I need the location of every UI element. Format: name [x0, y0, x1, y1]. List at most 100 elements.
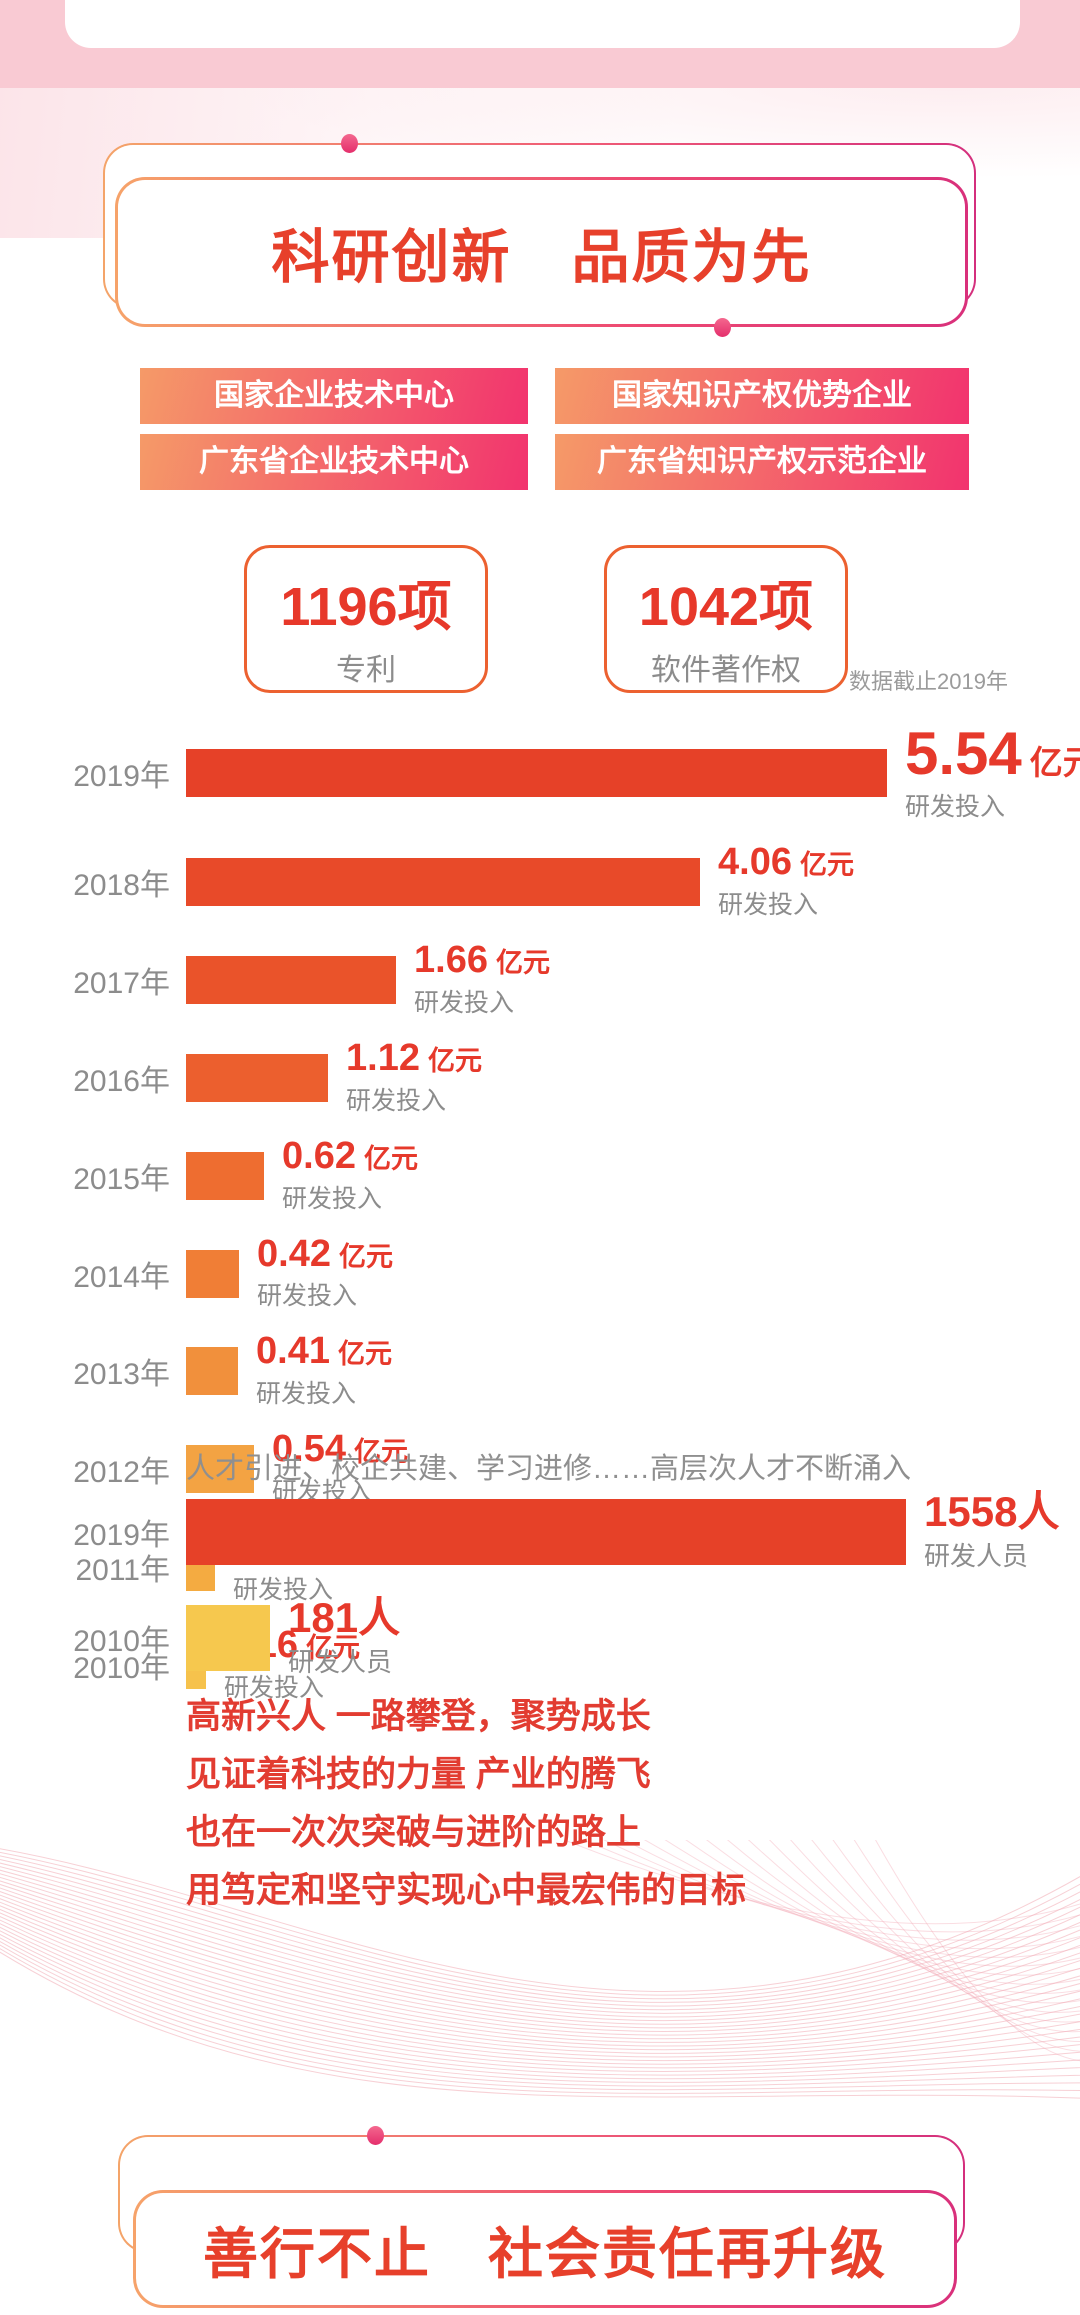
chart-row: 2010年 181人研发人员	[60, 1596, 1059, 1679]
slogan-line-4: 用笃定和坚守实现心中最宏伟的目标	[186, 1871, 747, 1910]
year-label: 2011年	[75, 1554, 170, 1588]
decor-dot-top	[341, 134, 358, 153]
wave-lines-decoration	[0, 1840, 1080, 2099]
slogan-line-2: 见证着科技的力量 产业的腾飞	[186, 1755, 651, 1794]
chart-row: 2014年 0.42 亿元研发投入	[60, 1232, 1080, 1313]
value-block: 4.06 亿元研发投入	[718, 841, 854, 921]
bar	[186, 955, 396, 1004]
bar	[186, 1347, 238, 1396]
year-label: 2010年	[73, 1652, 170, 1686]
bar-value: 181人	[288, 1594, 401, 1642]
value-caption: 研发投入	[224, 1674, 325, 1703]
year-label: 2019年	[73, 759, 170, 793]
bar-value: 0.62 亿元	[282, 1134, 418, 1177]
value-caption: 研发投入	[257, 1282, 358, 1311]
value-block: 1.12 亿元研发投入	[346, 1036, 482, 1117]
stat-label-patents: 专利	[336, 654, 396, 687]
year-label: 2016年	[73, 1064, 170, 1098]
value-block: 0.42 亿元研发投入	[257, 1232, 393, 1313]
value-caption: 研发投入	[256, 1380, 357, 1409]
bar	[186, 748, 887, 797]
data-cutoff-note: 数据截止2019年	[849, 669, 1008, 694]
value-unit: 亿元	[495, 947, 550, 978]
value-caption: 研发人员	[288, 1647, 393, 1678]
slogan-text: 高新兴人 一路攀登，聚势成长 见证着科技的力量 产业的腾飞 也在一次次突破与进阶…	[186, 1688, 746, 1920]
year-label: 2012年	[73, 1456, 170, 1490]
chart-row: 2017年 1.66 亿元研发投入	[60, 938, 1080, 1019]
decor-dot-footer	[367, 2126, 384, 2145]
value-caption: 研发投入	[718, 890, 819, 919]
talent-intro-text: 人才引进、校企共建、学习进修……高层次人才不断涌入	[186, 1453, 912, 1485]
bar	[186, 1445, 254, 1494]
bar	[186, 1053, 328, 1102]
decor-dot-bottom-right	[714, 318, 731, 337]
badge-national-ip-enterprise: 国家知识产权优势企业	[555, 368, 969, 424]
chart-row: 2012年 0.54 亿元 研发投入	[60, 1428, 1080, 1508]
bar-value: 5.54 亿元	[905, 722, 1080, 785]
value-unit: 亿元	[1029, 744, 1080, 781]
value-unit: 亿元	[338, 1241, 393, 1272]
stat-value-software: 1042项	[638, 577, 814, 637]
bar	[186, 1498, 906, 1565]
value-unit: 亿元	[305, 1633, 360, 1664]
chart-row: 2013年 0.41 亿元研发投入	[60, 1332, 1080, 1410]
value-unit: 亿元	[799, 850, 854, 880]
badge-guangdong-ip-enterprise: 广东省知识产权示范企业	[555, 434, 969, 490]
value-caption: 研发投入	[233, 1576, 334, 1605]
year-label: 2018年	[73, 868, 170, 902]
chart-row: 2019年 5.54 亿元研发投入	[60, 722, 1080, 823]
chart-row: 2015年 0.62 亿元研发投入	[60, 1134, 1080, 1215]
stat-value-patents: 1196项	[280, 577, 452, 637]
bar	[186, 1151, 264, 1200]
bar-value: 4.06 亿元	[718, 841, 854, 883]
stat-card-software-copyright: 1042项 软件著作权	[604, 545, 848, 693]
slogan-line-1: 高新兴人 一路攀登，聚势成长	[186, 1697, 651, 1736]
value-block: 0.41 亿元研发投入	[256, 1332, 392, 1410]
title-banner-body: 科研创新 品质为先	[118, 180, 965, 324]
year-label: 2019年	[73, 1518, 170, 1552]
value-block: 181人研发人员	[288, 1596, 400, 1679]
value-block: 0.62 亿元研发投入	[282, 1134, 418, 1215]
year-label: 2013年	[73, 1358, 170, 1392]
bar-value: 1.12 亿元	[346, 1036, 482, 1079]
footer-banner: 善行不止 社会责任再升级	[133, 2190, 957, 2308]
title-banner: 科研创新 品质为先	[115, 177, 968, 327]
value-caption: 研发投入	[282, 1184, 383, 1213]
value-unit: 人	[358, 1594, 401, 1642]
stat-label-software: 软件著作权	[651, 654, 801, 687]
stat-card-patents: 1196项 专利	[244, 545, 488, 693]
bar-value: 1.66 亿元	[414, 938, 550, 981]
bar	[186, 1604, 270, 1671]
year-label: 2010年	[73, 1624, 170, 1658]
chart-row: 2018年 4.06 亿元研发投入	[60, 841, 1080, 921]
chart-row: 2019年 1558人研发人员	[60, 1488, 1060, 1573]
top-white-card	[65, 0, 1020, 48]
year-label: 2015年	[73, 1162, 170, 1196]
badge-national-tech-center: 国家企业技术中心	[140, 368, 528, 424]
bar	[186, 857, 700, 906]
value-caption: 研发投入	[346, 1086, 447, 1115]
value-caption: 研发投入	[905, 793, 1006, 821]
value-block: 1.66 亿元研发投入	[414, 938, 550, 1019]
value-block: 1558人研发人员	[924, 1488, 1060, 1573]
value-unit: 亿元	[363, 1143, 418, 1174]
value-caption: 研发投入	[414, 988, 515, 1017]
value-caption: 研发人员	[924, 1541, 1029, 1572]
chart-row: 2016年 1.12 亿元研发投入	[60, 1036, 1080, 1117]
bar-value: 0.41 亿元	[256, 1330, 392, 1373]
footer-title: 善行不止 社会责任再升级	[202, 2223, 887, 2285]
badge-guangdong-tech-center: 广东省企业技术中心	[140, 434, 528, 490]
bar-value: 1558人	[924, 1488, 1060, 1535]
value-block: 5.54 亿元研发投入	[905, 722, 1080, 823]
value-unit: 亿元	[353, 1437, 408, 1468]
bar-value: 0.42 亿元	[257, 1232, 393, 1275]
bar-value: 0.54 亿元	[272, 1428, 408, 1471]
value-unit: 亿元	[337, 1339, 392, 1370]
year-label: 2014年	[73, 1260, 170, 1294]
rnd-investment-chart: 2019年 5.54 亿元 研发投入 2018年 4.06 亿元 研发投入 2017年 1.66 亿…	[60, 722, 1080, 1724]
section-title: 科研创新 品质为先	[271, 225, 812, 290]
value-unit: 亿元	[427, 1045, 482, 1076]
bar	[186, 1249, 239, 1298]
year-label: 2017年	[73, 966, 170, 1000]
